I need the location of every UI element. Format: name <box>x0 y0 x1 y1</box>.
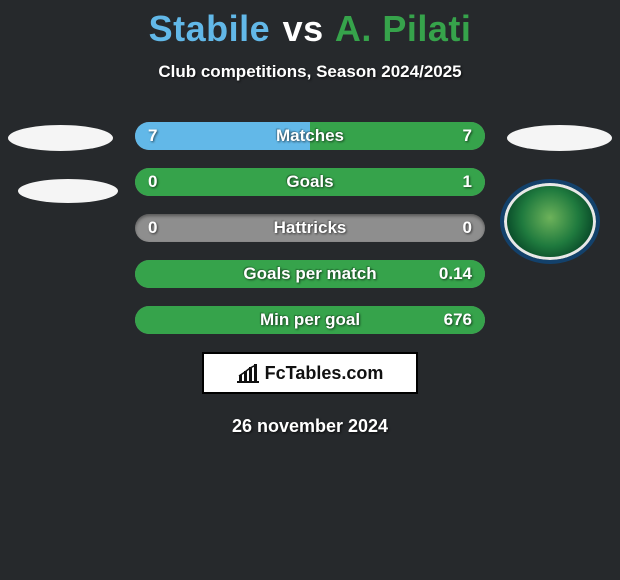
stat-row: Matches7 7 <box>0 122 620 150</box>
stat-row: Goals per match0.14 <box>0 260 620 288</box>
brand-badge[interactable]: FcTables.com <box>202 352 418 394</box>
stat-row: Min per goal676 <box>0 306 620 334</box>
stat-row: Goals0 1 <box>0 168 620 196</box>
stat-label: Hattricks <box>0 214 620 242</box>
stat-value-right: 0 <box>463 214 472 242</box>
stat-value-right: 676 <box>444 306 472 334</box>
stat-value-right: 7 <box>463 122 472 150</box>
stat-label: Matches <box>0 122 620 150</box>
stat-label: Goals per match <box>0 260 620 288</box>
stat-value-left: 0 <box>148 168 157 196</box>
comparison-widget: Stabile vs A. Pilati Club competitions, … <box>0 0 620 580</box>
stat-label: Min per goal <box>0 306 620 334</box>
stats-table: Matches77Goals01Hattricks00Goals per mat… <box>0 122 620 334</box>
stat-label: Goals <box>0 168 620 196</box>
player2-name: A. Pilati <box>335 8 472 49</box>
page-title: Stabile vs A. Pilati <box>0 0 620 50</box>
stat-value-left: 0 <box>148 214 157 242</box>
generated-date: 26 november 2024 <box>0 416 620 437</box>
stat-row: Hattricks0 0 <box>0 214 620 242</box>
vs-separator: vs <box>283 8 324 49</box>
subtitle: Club competitions, Season 2024/2025 <box>0 62 620 82</box>
stat-value-right: 1 <box>463 168 472 196</box>
stat-value-right: 0.14 <box>439 260 472 288</box>
bar-chart-icon <box>237 363 259 383</box>
brand-text: FcTables.com <box>265 363 384 384</box>
player1-name: Stabile <box>149 8 271 49</box>
stat-value-left: 7 <box>148 122 157 150</box>
